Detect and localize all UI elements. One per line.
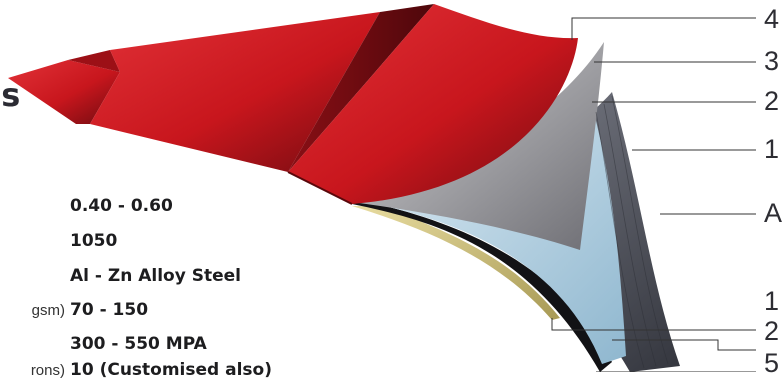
layer-illustration <box>8 4 756 373</box>
steel-striations <box>595 95 669 369</box>
roof-main-sheet <box>288 4 578 204</box>
spec-value-width: 1050 <box>70 231 118 251</box>
callout-4: 4 <box>764 4 780 34</box>
callout-1-bottom: 1 <box>764 286 780 316</box>
callout-lines <box>551 17 756 373</box>
callout-2-top: 2 <box>764 86 780 116</box>
roof-edge <box>287 171 353 205</box>
layer-grey <box>352 42 604 250</box>
spec-value-material: Al - Zn Alloy Steel <box>70 266 241 286</box>
section-heading: ns <box>0 76 21 114</box>
callout-1-top: 1 <box>764 134 780 164</box>
callout-a: A <box>764 198 782 228</box>
spec-value-coating: 70 - 150 <box>70 300 149 320</box>
callout-2-bottom: 2 <box>764 316 780 346</box>
spec-label-coating: gsm) <box>31 302 65 319</box>
spec-value-warranty: 10 (Customised also) <box>70 360 272 380</box>
spec-value-thickness: 0.40 - 0.60 <box>70 196 173 216</box>
roof-top-face <box>8 60 120 124</box>
roof-rib-shadow <box>288 4 434 172</box>
roof-rib-slope <box>90 12 380 172</box>
callout-3: 3 <box>764 46 780 76</box>
callout-5: 5 <box>764 348 780 378</box>
roof-rib-left <box>68 50 120 72</box>
roofing-sheet-diagram: ns 0.40 - 0.60 1050 Al - Zn Alloy Steel … <box>0 4 782 380</box>
spec-label-warranty: rons) <box>30 362 65 379</box>
spec-value-strength: 300 - 550 MPA <box>70 334 207 354</box>
